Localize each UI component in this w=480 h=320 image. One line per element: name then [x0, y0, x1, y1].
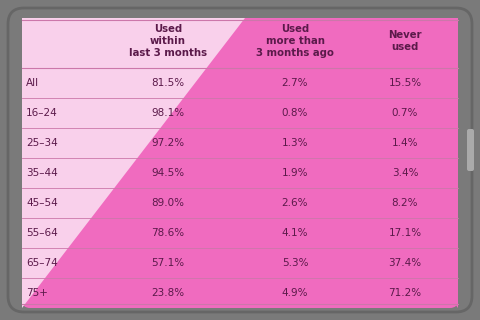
Text: 37.4%: 37.4% [388, 258, 421, 268]
Text: 45–54: 45–54 [26, 198, 58, 208]
Text: 5.3%: 5.3% [282, 258, 308, 268]
Text: Used
more than
3 months ago: Used more than 3 months ago [256, 24, 334, 58]
Polygon shape [245, 18, 458, 308]
Text: 4.9%: 4.9% [282, 288, 308, 298]
Text: 3.4%: 3.4% [392, 168, 418, 178]
Text: Used
within
last 3 months: Used within last 3 months [129, 24, 207, 58]
Text: 25–34: 25–34 [26, 138, 58, 148]
Text: 35–44: 35–44 [26, 168, 58, 178]
Text: 78.6%: 78.6% [151, 228, 185, 238]
Text: 65–74: 65–74 [26, 258, 58, 268]
Text: 8.2%: 8.2% [392, 198, 418, 208]
Text: 97.2%: 97.2% [151, 138, 185, 148]
Text: 0.8%: 0.8% [282, 108, 308, 118]
Text: 1.3%: 1.3% [282, 138, 308, 148]
Text: All: All [26, 78, 39, 88]
Text: 2.6%: 2.6% [282, 198, 308, 208]
Text: 1.9%: 1.9% [282, 168, 308, 178]
Text: 94.5%: 94.5% [151, 168, 185, 178]
Text: 57.1%: 57.1% [151, 258, 185, 268]
Polygon shape [22, 18, 245, 308]
Text: 16–24: 16–24 [26, 108, 58, 118]
FancyBboxPatch shape [22, 18, 458, 308]
Text: 23.8%: 23.8% [151, 288, 185, 298]
Text: 15.5%: 15.5% [388, 78, 421, 88]
Text: 1.4%: 1.4% [392, 138, 418, 148]
Text: 2.7%: 2.7% [282, 78, 308, 88]
Text: 98.1%: 98.1% [151, 108, 185, 118]
Text: 17.1%: 17.1% [388, 228, 421, 238]
Text: 0.7%: 0.7% [392, 108, 418, 118]
FancyBboxPatch shape [467, 129, 474, 171]
Text: 55–64: 55–64 [26, 228, 58, 238]
Text: 89.0%: 89.0% [152, 198, 184, 208]
Text: 75+: 75+ [26, 288, 48, 298]
Text: Never
used: Never used [388, 30, 422, 52]
Text: 81.5%: 81.5% [151, 78, 185, 88]
Text: 71.2%: 71.2% [388, 288, 421, 298]
FancyBboxPatch shape [8, 8, 472, 312]
Text: 4.1%: 4.1% [282, 228, 308, 238]
